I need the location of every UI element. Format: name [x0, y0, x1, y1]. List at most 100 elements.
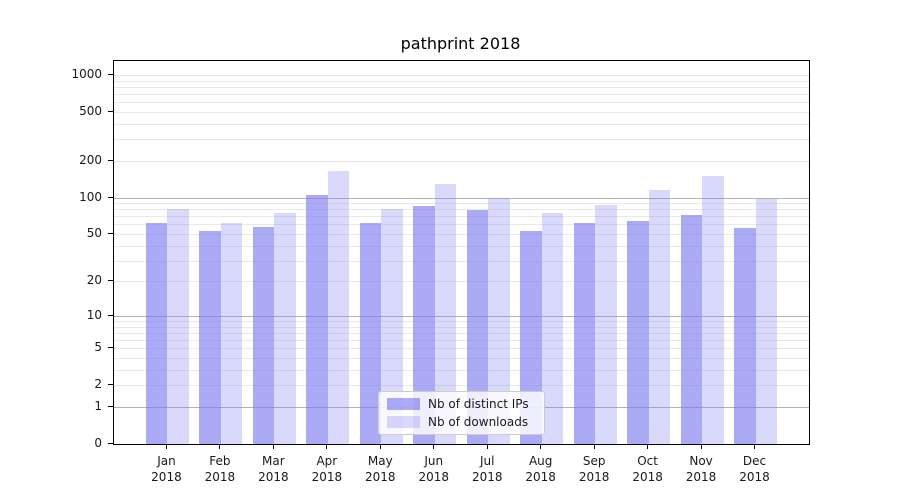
- bar-downloads: [755, 198, 778, 444]
- legend: Nb of distinct IPs Nb of downloads: [378, 391, 545, 435]
- y-tick-mark: [108, 110, 113, 112]
- y-tick-label: 50: [86, 225, 102, 240]
- y-tick-label: 500: [79, 103, 102, 118]
- major-gridline: [114, 315, 809, 317]
- minor-gridline: [114, 245, 809, 247]
- bar-distinct-ips: [680, 214, 703, 444]
- legend-swatch-distinct-ips: [387, 398, 420, 410]
- bar-downloads: [434, 183, 457, 444]
- x-tick-label: Oct 2018: [632, 454, 663, 484]
- y-tick-mark: [108, 347, 113, 349]
- bar-distinct-ips: [306, 194, 328, 444]
- bar-distinct-ips: [627, 221, 649, 444]
- x-tick-mark: [326, 444, 328, 449]
- minor-gridline: [114, 340, 809, 342]
- y-tick-label: 5: [94, 340, 102, 355]
- x-tick-label: Mar 2018: [258, 454, 289, 484]
- bar-distinct-ips: [466, 209, 489, 444]
- x-tick-mark: [647, 444, 649, 449]
- bar-distinct-ips: [573, 222, 596, 444]
- x-tick-label: May 2018: [365, 454, 396, 484]
- minor-gridline: [114, 86, 809, 88]
- bar-distinct-ips: [520, 230, 542, 444]
- x-tick-label: Jun 2018: [418, 454, 450, 484]
- bar-downloads: [327, 170, 350, 444]
- y-tick-label: 1000: [71, 67, 102, 81]
- bar-downloads: [595, 205, 617, 444]
- x-tick-mark: [486, 444, 488, 449]
- bar-downloads: [381, 209, 403, 444]
- bar-downloads: [220, 222, 243, 444]
- minor-gridline: [114, 102, 809, 104]
- y-tick-label: 100: [79, 189, 102, 204]
- bar-distinct-ips: [145, 222, 168, 444]
- minor-gridline: [114, 348, 809, 350]
- minor-gridline: [114, 160, 809, 162]
- x-tick-label: Dec 2018: [739, 454, 770, 484]
- x-tick-mark: [165, 444, 167, 449]
- bar-distinct-ips: [252, 227, 275, 444]
- minor-gridline: [114, 209, 809, 211]
- y-tick-mark: [108, 384, 113, 386]
- minor-gridline: [114, 111, 809, 113]
- bar-downloads: [167, 209, 189, 444]
- legend-swatch-downloads: [387, 416, 420, 428]
- y-tick-mark: [108, 280, 113, 282]
- minor-gridline: [114, 260, 809, 262]
- y-tick-mark: [108, 405, 113, 407]
- minor-gridline: [114, 321, 809, 323]
- x-tick-mark: [272, 444, 274, 449]
- x-tick-mark: [379, 444, 381, 449]
- y-axis: 0 1 2 5 10 20 50 100 200 500 1000: [0, 60, 113, 450]
- bar-distinct-ips: [413, 206, 435, 444]
- legend-item-distinct-ips: Nb of distinct IPs: [387, 397, 536, 411]
- minor-gridline: [114, 80, 809, 82]
- minor-gridline: [114, 123, 809, 125]
- x-tick-label: Jul 2018: [471, 454, 503, 484]
- bar-distinct-ips: [199, 230, 221, 444]
- x-tick-label: Jan 2018: [151, 454, 182, 484]
- x-tick-mark: [700, 444, 702, 449]
- minor-gridline: [114, 326, 809, 328]
- y-tick-mark: [108, 196, 113, 198]
- minor-gridline: [114, 94, 809, 96]
- minor-gridline: [114, 139, 809, 141]
- x-tick-label: Apr 2018: [311, 454, 343, 484]
- bar-downloads: [702, 176, 724, 444]
- x-tick-label: Nov 2018: [685, 454, 717, 484]
- x-tick-label: Sep 2018: [578, 454, 610, 484]
- plot-area: [113, 60, 810, 445]
- y-tick-label: 200: [79, 152, 102, 167]
- bar-distinct-ips: [359, 222, 382, 444]
- x-tick-mark: [219, 444, 221, 449]
- major-gridline: [114, 197, 809, 199]
- minor-gridline: [114, 75, 809, 76]
- x-tick-mark: [433, 444, 435, 449]
- y-tick-mark: [108, 74, 113, 75]
- legend-item-downloads: Nb of downloads: [387, 415, 536, 429]
- x-tick-label: Aug 2018: [525, 454, 556, 484]
- y-tick-label: 10: [86, 307, 102, 322]
- minor-gridline: [114, 216, 809, 218]
- x-tick-mark: [540, 444, 542, 449]
- minor-gridline: [114, 385, 809, 387]
- minor-gridline: [114, 281, 809, 283]
- minor-gridline: [114, 358, 809, 360]
- minor-gridline: [114, 224, 809, 226]
- x-axis: Jan 2018 Feb 2018 Mar 2018 Apr 2018 May 2018…: [113, 444, 808, 494]
- legend-label-downloads: Nb of downloads: [428, 415, 529, 429]
- minor-gridline: [114, 332, 809, 334]
- x-tick-mark: [593, 444, 595, 449]
- x-tick-mark: [754, 444, 756, 449]
- bar-downloads: [648, 190, 671, 444]
- y-tick-mark: [108, 443, 113, 444]
- bar-distinct-ips: [734, 228, 756, 444]
- y-tick-label: 2: [94, 377, 102, 392]
- legend-label-distinct-ips: Nb of distinct IPs: [428, 397, 529, 411]
- bar-downloads: [488, 197, 510, 444]
- y-tick-mark: [108, 314, 113, 316]
- y-tick-mark: [108, 232, 113, 234]
- minor-gridline: [114, 203, 809, 205]
- x-tick-label: Feb 2018: [204, 454, 236, 484]
